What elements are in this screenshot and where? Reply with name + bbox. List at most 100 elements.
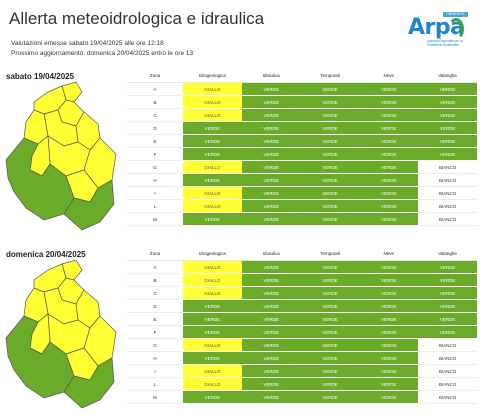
alert-cell-valanghe: BIANCO: [418, 365, 477, 378]
alert-cell-neve: VERDE: [359, 200, 419, 213]
alert-cell-valanghe: BIANCO: [418, 352, 477, 365]
zone-m-area: [5, 137, 75, 221]
alert-cell-valanghe: VERDE: [418, 148, 477, 161]
header-zona: Zona: [127, 69, 183, 83]
alert-cell-idraulica: VERDE: [241, 135, 301, 148]
alert-cell-neve: VERDE: [359, 274, 419, 287]
alert-cell-temporali: VERDE: [300, 365, 360, 378]
alert-cell-valanghe: VERDE: [418, 313, 477, 326]
alert-cell-idraulica: VERDE: [241, 161, 301, 174]
alert-cell-valanghe: VERDE: [418, 96, 477, 109]
alert-cell-temporali: VERDE: [300, 174, 360, 187]
header-temporali: Temporali: [300, 69, 360, 83]
alert-cell-valanghe: VERDE: [418, 274, 477, 287]
table-row: C GIALLO VERDE VERDE VERDE VERDE: [127, 287, 477, 300]
alert-cell-idrogeologica: VERDE: [183, 174, 242, 187]
alert-cell-idrogeologica: GIALLO: [183, 200, 242, 213]
alert-cell-idraulica: VERDE: [241, 213, 301, 226]
alert-cell-valanghe: BIANCO: [418, 378, 477, 391]
zone-n-area: [63, 357, 115, 409]
zone-label: I: [127, 365, 183, 378]
alert-cell-neve: VERDE: [359, 313, 419, 326]
logo-tagline: Agenzia Regionale per la Protezione Ambi…: [427, 39, 463, 47]
day-title-2: domenica 20/04/2025: [6, 250, 86, 259]
alert-cell-valanghe: VERDE: [418, 135, 477, 148]
alert-cell-neve: VERDE: [359, 135, 419, 148]
alert-table-day-2: Zona Idrogeologica Idraulica Temporali N…: [127, 247, 477, 404]
alert-cell-temporali: VERDE: [300, 187, 360, 200]
zone-label: M: [127, 213, 183, 226]
table-row: D VERDE VERDE VERDE VERDE VERDE: [127, 300, 477, 313]
table-row: B GIALLO VERDE VERDE VERDE VERDE: [127, 274, 477, 287]
alert-cell-neve: VERDE: [359, 391, 419, 404]
alert-cell-idraulica: VERDE: [241, 339, 301, 352]
alert-cell-neve: VERDE: [359, 96, 419, 109]
zone-label: F: [127, 326, 183, 339]
alert-cell-idrogeologica: VERDE: [183, 352, 242, 365]
alert-cell-neve: VERDE: [359, 378, 419, 391]
logo-swirl-icon: [448, 18, 464, 40]
alert-cell-valanghe: VERDE: [418, 261, 477, 274]
table-row: B GIALLO VERDE VERDE VERDE VERDE: [127, 96, 477, 109]
alert-table-day-1: Zona Idrogeologica Idraulica Temporali N…: [127, 69, 477, 226]
alert-cell-neve: VERDE: [359, 174, 419, 187]
zone-label: E: [127, 313, 183, 326]
zone-label: L: [127, 378, 183, 391]
alert-cell-idrogeologica: GIALLO: [183, 83, 242, 96]
zone-map-day-1: [5, 81, 117, 231]
alert-cell-idraulica: VERDE: [241, 391, 301, 404]
alert-cell-idrogeologica: VERDE: [183, 122, 242, 135]
alert-cell-idraulica: VERDE: [241, 378, 301, 391]
header-neve: Neve: [359, 247, 419, 261]
zone-label: G: [127, 161, 183, 174]
alert-cell-neve: VERDE: [359, 326, 419, 339]
alert-cell-idrogeologica: GIALLO: [183, 161, 242, 174]
table-row: A GIALLO VERDE VERDE VERDE VERDE: [127, 261, 477, 274]
alert-cell-idraulica: VERDE: [241, 326, 301, 339]
alert-cell-temporali: VERDE: [300, 148, 360, 161]
arpa-logo[interactable]: PIEMONTE Arpa Agenzia Regionale per la P…: [408, 12, 470, 50]
alert-cell-valanghe: VERDE: [418, 122, 477, 135]
alert-cell-idrogeologica: GIALLO: [183, 261, 242, 274]
alert-cell-idraulica: VERDE: [241, 261, 301, 274]
day-title-1: sabato 19/04/2025: [6, 72, 75, 81]
table-row: H VERDE VERDE VERDE VERDE BIANCO: [127, 352, 477, 365]
alert-cell-idraulica: VERDE: [241, 83, 301, 96]
zone-map-day-2: [5, 259, 117, 409]
alert-cell-neve: VERDE: [359, 148, 419, 161]
table-row: D VERDE VERDE VERDE VERDE VERDE: [127, 122, 477, 135]
alert-cell-idraulica: VERDE: [241, 274, 301, 287]
header-zona: Zona: [127, 247, 183, 261]
alert-cell-temporali: VERDE: [300, 339, 360, 352]
alert-cell-idrogeologica: GIALLO: [183, 274, 242, 287]
alert-cell-idrogeologica: GIALLO: [183, 187, 242, 200]
alert-cell-idrogeologica: GIALLO: [183, 109, 242, 122]
zone-label: H: [127, 352, 183, 365]
alert-cell-idraulica: VERDE: [241, 352, 301, 365]
alert-cell-valanghe: BIANCO: [418, 200, 477, 213]
alert-cell-idrogeologica: VERDE: [183, 391, 242, 404]
alert-cell-neve: VERDE: [359, 339, 419, 352]
zone-label: A: [127, 83, 183, 96]
alert-cell-idraulica: VERDE: [241, 200, 301, 213]
alert-cell-idrogeologica: GIALLO: [183, 339, 242, 352]
zone-label: A: [127, 261, 183, 274]
alert-cell-neve: VERDE: [359, 122, 419, 135]
alert-cell-idrogeologica: VERDE: [183, 300, 242, 313]
alert-cell-idraulica: VERDE: [241, 174, 301, 187]
alert-cell-temporali: VERDE: [300, 96, 360, 109]
table-row: G GIALLO VERDE VERDE VERDE BIANCO: [127, 339, 477, 352]
table-row: E VERDE VERDE VERDE VERDE VERDE: [127, 135, 477, 148]
alert-cell-idraulica: VERDE: [241, 187, 301, 200]
alert-cell-temporali: VERDE: [300, 391, 360, 404]
zone-label: C: [127, 287, 183, 300]
alert-cell-idrogeologica: VERDE: [183, 326, 242, 339]
table-row: I GIALLO VERDE VERDE VERDE BIANCO: [127, 187, 477, 200]
table-header-row: Zona Idrogeologica Idraulica Temporali N…: [127, 247, 477, 261]
table-row: F VERDE VERDE VERDE VERDE VERDE: [127, 326, 477, 339]
table-row: C GIALLO VERDE VERDE VERDE VERDE: [127, 109, 477, 122]
zone-m-area: [5, 315, 75, 399]
alert-cell-valanghe: BIANCO: [418, 187, 477, 200]
alert-cell-temporali: VERDE: [300, 122, 360, 135]
table-row: M VERDE VERDE VERDE VERDE BIANCO: [127, 391, 477, 404]
